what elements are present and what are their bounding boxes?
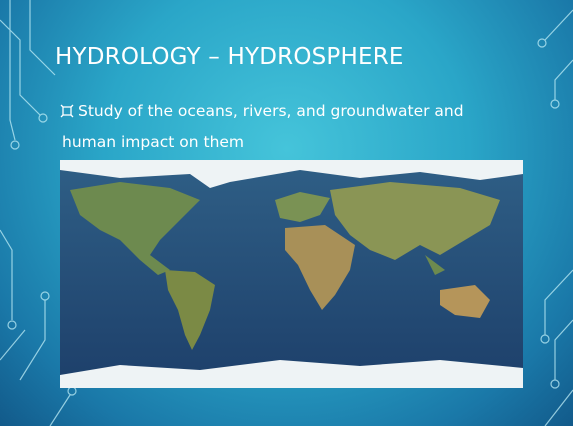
world-map bbox=[60, 160, 523, 388]
slide: HYDROLOGY – HYDROSPHERE Study of the oce… bbox=[0, 0, 573, 426]
slide-title: HYDROLOGY – HYDROSPHERE bbox=[55, 44, 404, 70]
bullet-text: Study of the oceans, rivers, and groundw… bbox=[62, 96, 517, 158]
